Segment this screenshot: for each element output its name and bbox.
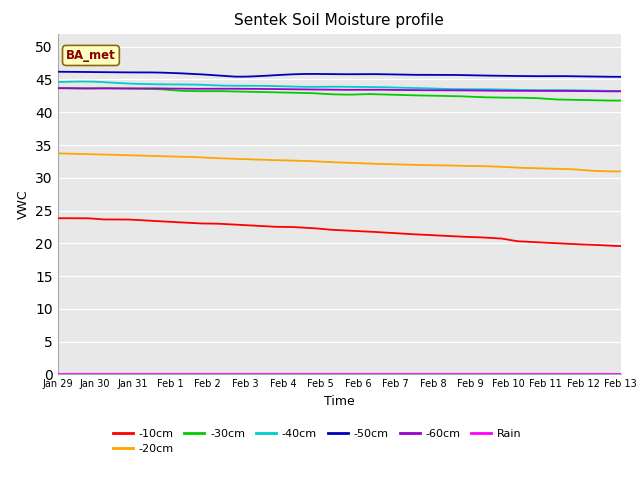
Y-axis label: VWC: VWC <box>17 189 29 219</box>
Title: Sentek Soil Moisture profile: Sentek Soil Moisture profile <box>234 13 444 28</box>
Legend: -10cm, -20cm, -30cm, -40cm, -50cm, -60cm, Rain: -10cm, -20cm, -30cm, -40cm, -50cm, -60cm… <box>108 424 526 459</box>
X-axis label: Time: Time <box>324 395 355 408</box>
Text: BA_met: BA_met <box>66 49 116 62</box>
